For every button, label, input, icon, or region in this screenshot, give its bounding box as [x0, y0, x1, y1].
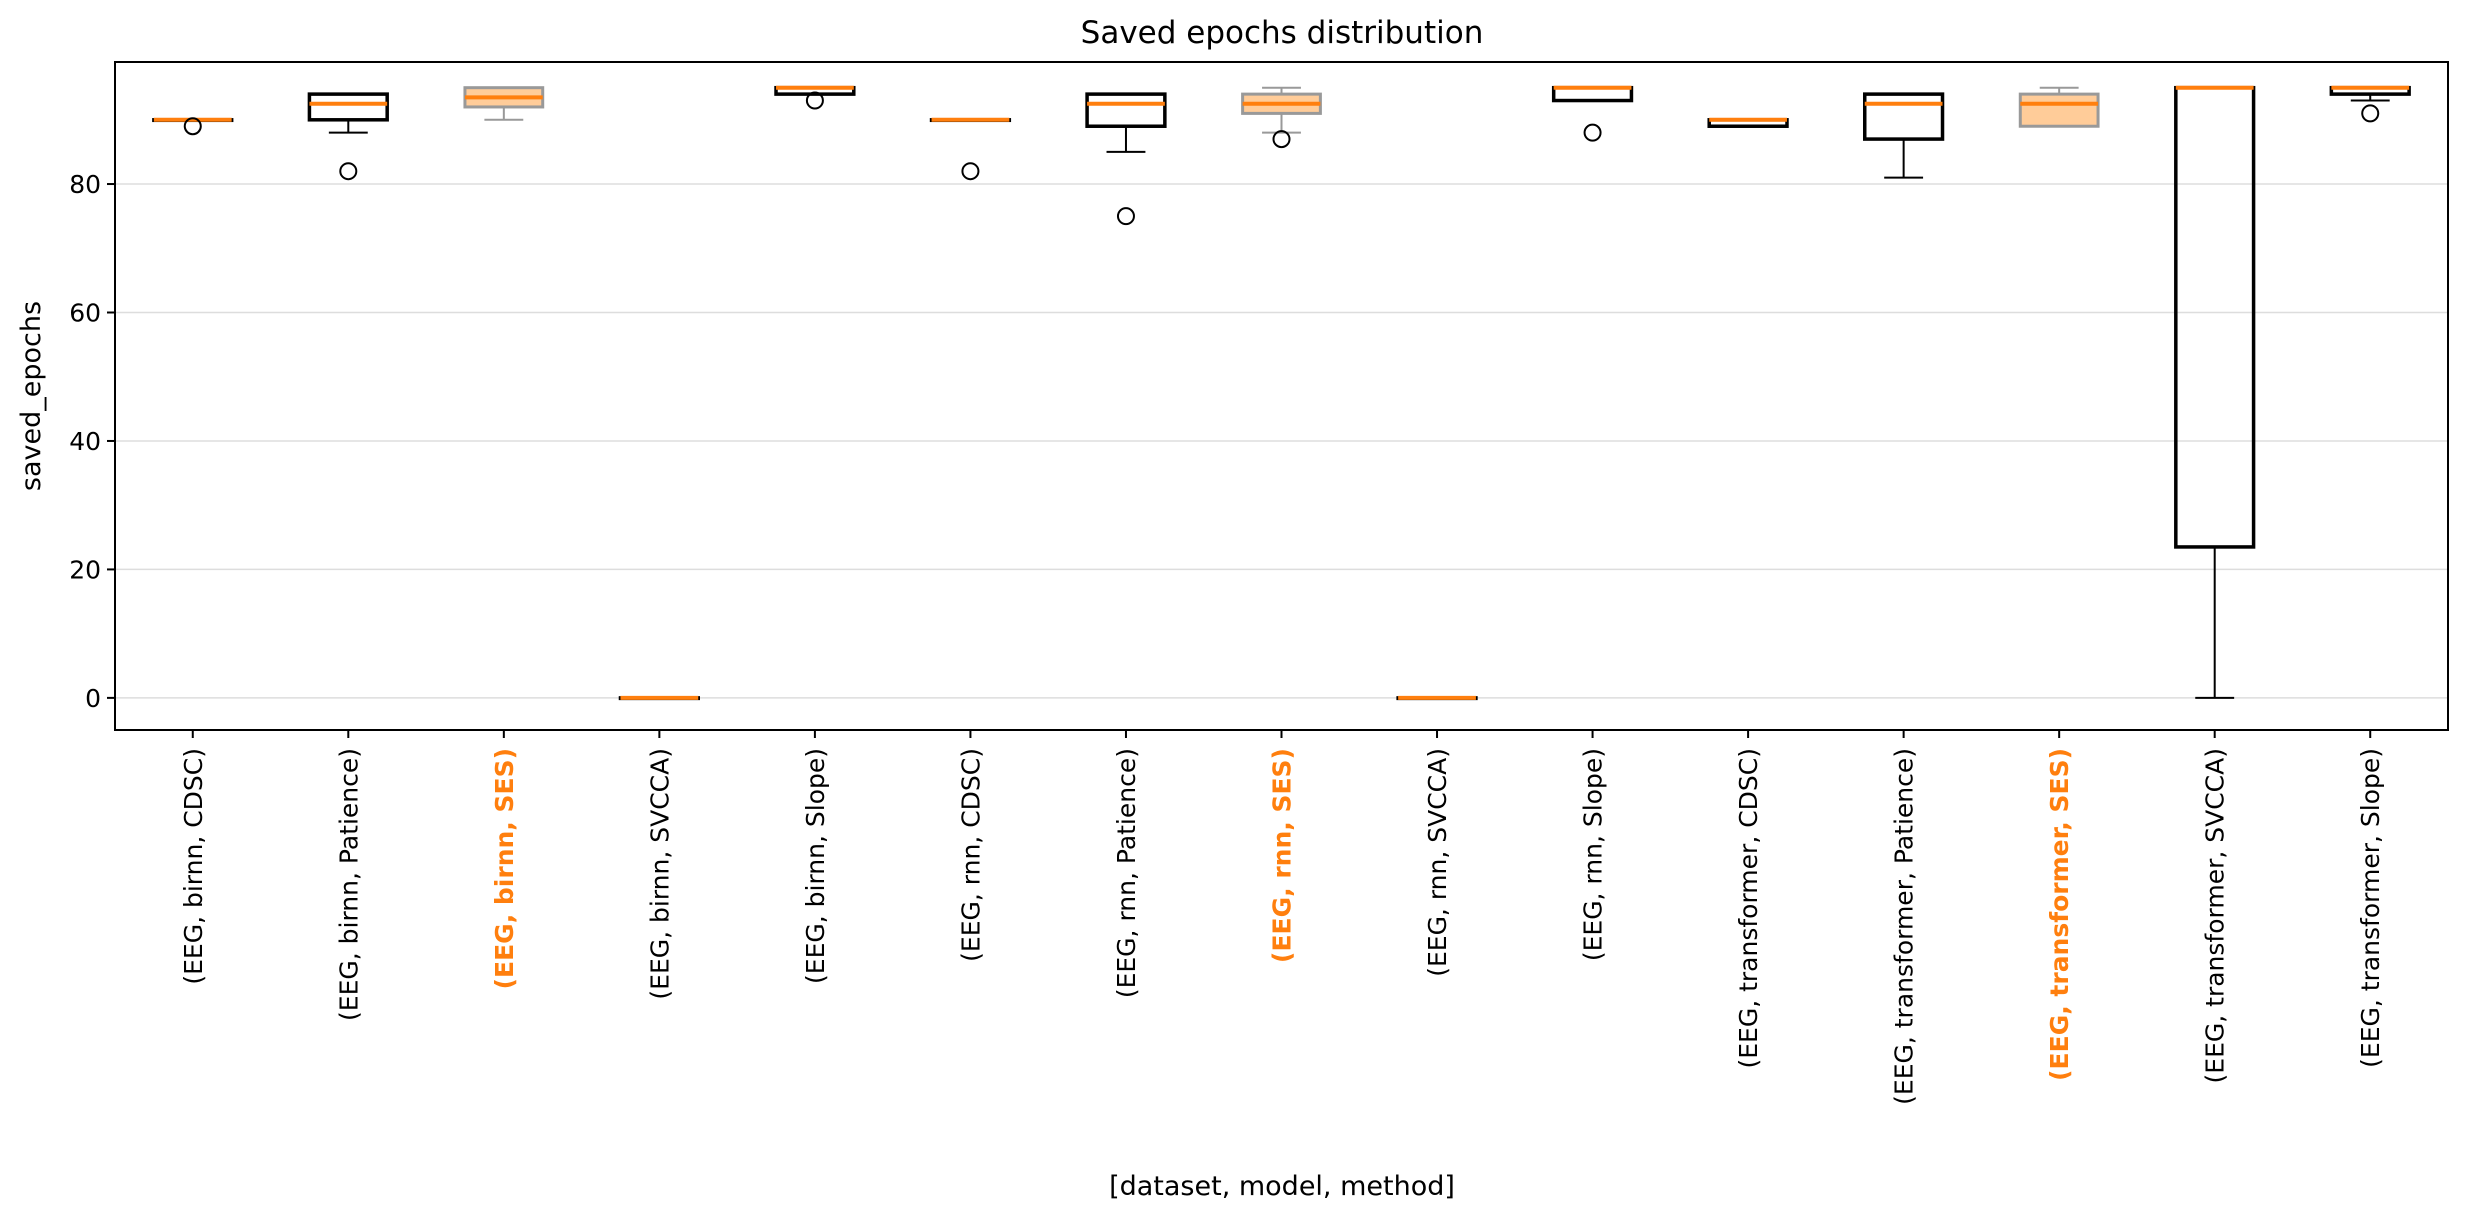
y-tick-label: 60 — [69, 299, 101, 328]
box-group — [618, 695, 701, 701]
box-group — [2018, 86, 2100, 128]
x-category-label: (EEG, transformer, CDSC) — [1734, 748, 1763, 1069]
box-group — [1551, 85, 1634, 142]
x-category-label: (EEG, rnn, CDSC) — [956, 748, 985, 962]
box-group — [2174, 85, 2256, 699]
box-group — [1396, 695, 1478, 701]
outlier-point — [805, 91, 824, 110]
box — [307, 92, 389, 122]
outlier-point — [1583, 123, 1602, 142]
box-group — [1085, 92, 1167, 226]
box-group — [307, 92, 389, 181]
x-category-label: (EEG, rnn, SES) — [1268, 748, 1297, 963]
y-gridlines — [115, 183, 2448, 699]
outlier-point — [339, 162, 358, 181]
box-group — [774, 85, 856, 110]
plot-frame — [114, 61, 2449, 731]
box-group — [1241, 86, 1322, 149]
outlier-point — [1116, 207, 1135, 226]
box-group — [463, 86, 545, 121]
y-tick-label: 80 — [69, 170, 101, 199]
x-category-label: (EEG, birnn, SVCCA) — [645, 748, 674, 1000]
outlier-point — [961, 162, 980, 181]
box-group — [1863, 92, 1945, 179]
box-group — [152, 117, 234, 136]
outlier-point — [183, 117, 202, 136]
outlier-point — [2361, 104, 2380, 123]
box-group — [2329, 85, 2411, 123]
box — [2018, 92, 2100, 128]
box — [1085, 92, 1167, 128]
x-axis-label: [dataset, model, method] — [1109, 1171, 1455, 1202]
y-tick-label: 0 — [85, 684, 101, 713]
box-group — [1707, 117, 1789, 128]
x-category-label: (EEG, transformer, Slope) — [2356, 748, 2385, 1068]
x-category-label: (EEG, transformer, Patience) — [1890, 748, 1919, 1105]
x-category-label: (EEG, transformer, SVCCA) — [2201, 748, 2230, 1083]
boxes — [152, 85, 2411, 701]
y-axis: 0 20 40 60 80 — [69, 170, 115, 713]
outlier-point — [1272, 130, 1291, 149]
x-category-label: (EEG, rnn, SVCCA) — [1423, 748, 1452, 977]
box — [1863, 92, 1945, 141]
x-axis: (EEG, birnn, CDSC) (EEG, birnn, Patience)… — [179, 730, 2385, 1105]
chart-title: Saved epochs distribution — [1081, 15, 1484, 51]
y-tick-label: 40 — [69, 427, 101, 456]
x-category-label: (EEG, birnn, Patience) — [334, 748, 363, 1021]
x-category-label: (EEG, birnn, SES) — [490, 748, 519, 989]
x-category-label: (EEG, rnn, Patience) — [1112, 748, 1141, 998]
x-category-label: (EEG, rnn, Slope) — [1579, 748, 1608, 961]
y-tick-label: 20 — [69, 555, 101, 584]
x-category-label: (EEG, birnn, Slope) — [801, 748, 830, 984]
y-axis-label: saved_epochs — [16, 301, 47, 491]
x-category-label: (EEG, birnn, CDSC) — [179, 748, 208, 985]
box — [2174, 85, 2256, 549]
x-category-label: (EEG, transformer, SES) — [2045, 748, 2074, 1081]
box-group — [929, 117, 1012, 181]
